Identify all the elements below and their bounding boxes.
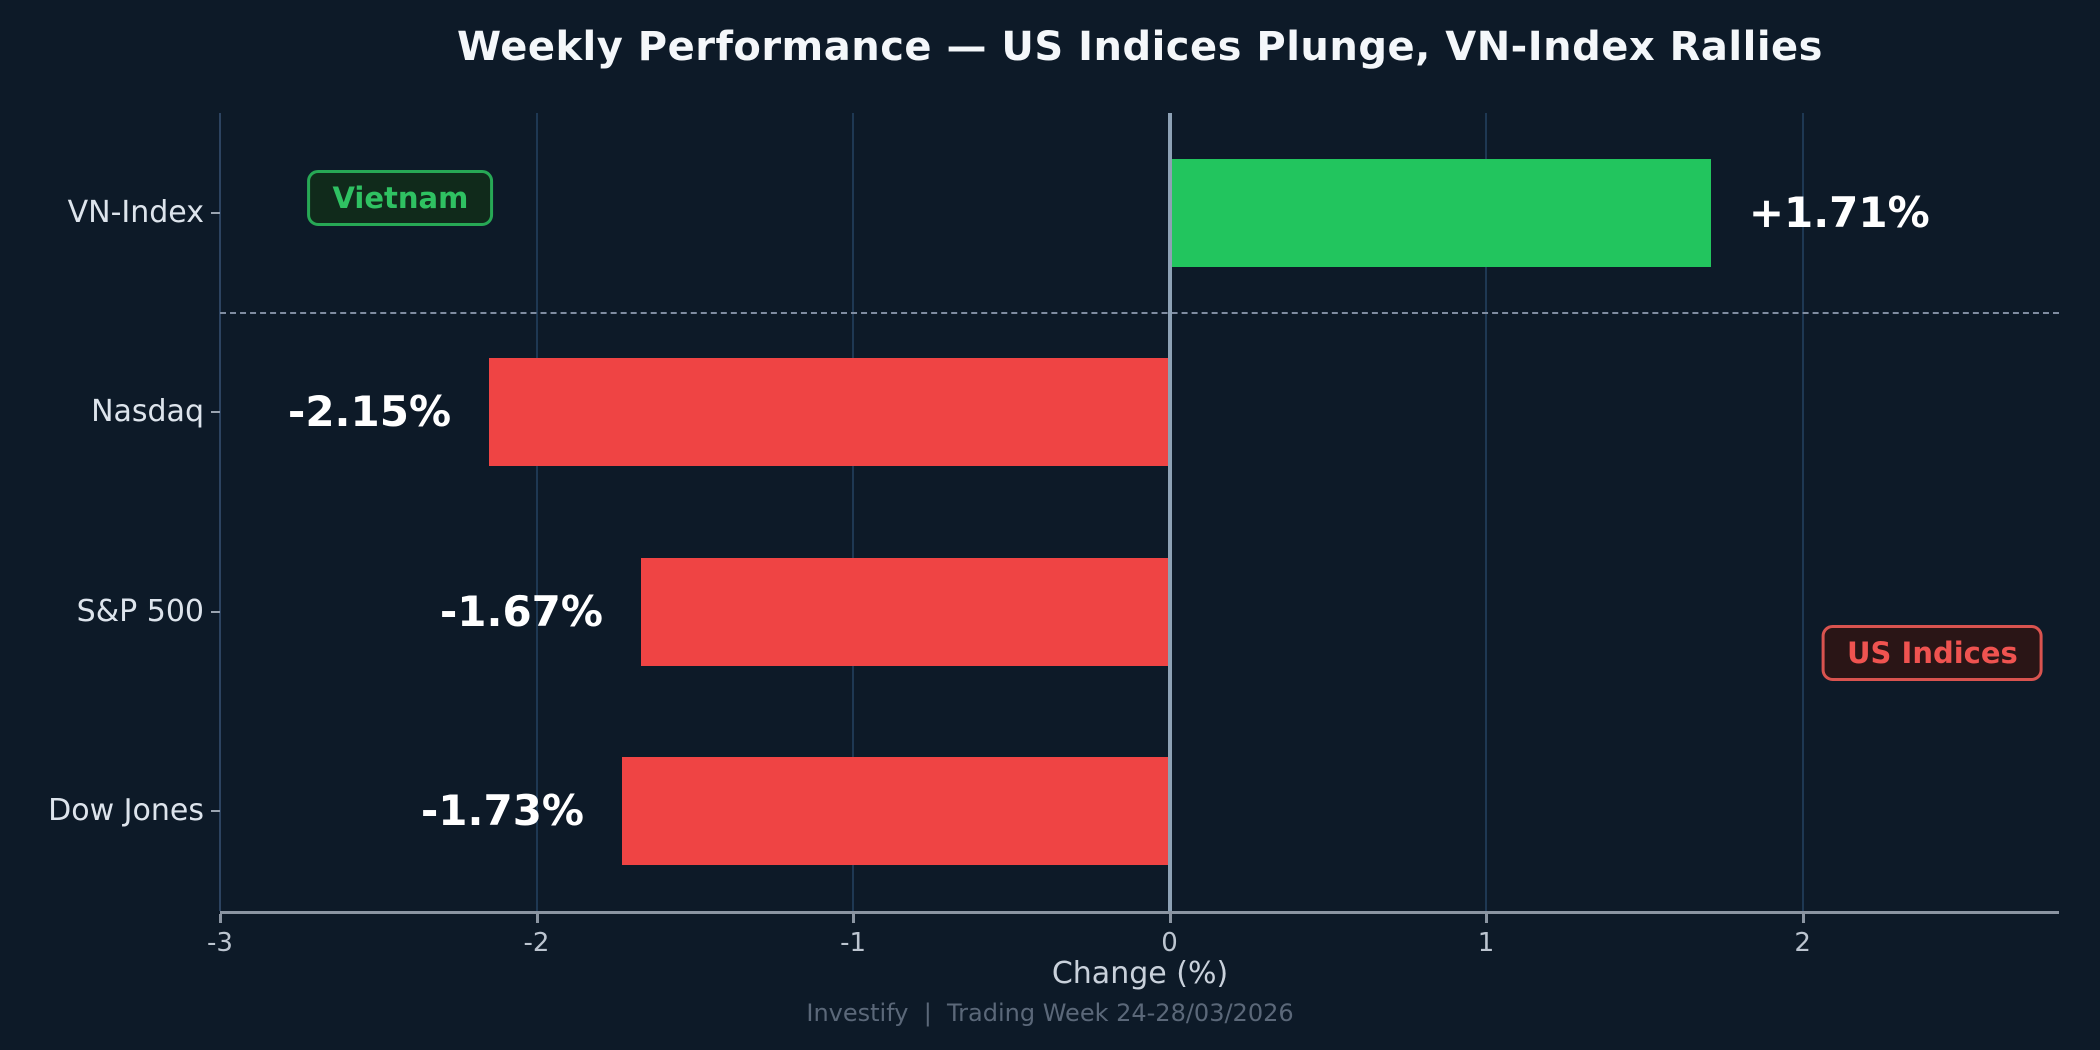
x-tick-label: 2 xyxy=(1794,928,1811,958)
zero-line xyxy=(1167,113,1172,911)
x-tick-label: 0 xyxy=(1161,928,1178,958)
y-axis-tick xyxy=(211,610,220,613)
value-label: -1.67% xyxy=(439,586,603,636)
y-axis-tick xyxy=(211,411,220,414)
category-label-vn-index: VN-Index xyxy=(67,194,204,230)
grid-line xyxy=(852,113,855,911)
x-axis-tick xyxy=(852,914,856,923)
bar-s-p-500 xyxy=(640,557,1170,666)
y-axis-tick xyxy=(211,211,220,214)
x-tick-label: -3 xyxy=(207,928,233,958)
bar-nasdaq xyxy=(489,358,1170,467)
grid-line xyxy=(535,113,538,911)
grid-line xyxy=(1485,113,1488,911)
value-label: -2.15% xyxy=(287,387,452,437)
value-label: +1.71% xyxy=(1748,187,1930,237)
grid-line xyxy=(219,113,221,911)
y-axis-tick xyxy=(211,810,220,813)
chart-title: Weekly Performance — US Indices Plunge, … xyxy=(457,24,1823,70)
badge-vietnam: Vietnam xyxy=(307,169,494,226)
x-axis-line xyxy=(220,911,2059,914)
x-axis-tick xyxy=(219,914,222,923)
x-axis-label: Change (%) xyxy=(1051,956,1229,991)
x-tick-label: -1 xyxy=(840,928,866,958)
category-label-dow-jones: Dow Jones xyxy=(48,793,204,829)
x-axis-tick xyxy=(1485,914,1489,923)
x-axis-tick xyxy=(1168,914,1172,923)
bar-vn-index xyxy=(1169,158,1711,267)
x-axis-tick xyxy=(1801,914,1805,923)
footer-caption: Investify | Trading Week 24-28/03/2026 xyxy=(806,999,1294,1027)
category-label-nasdaq: Nasdaq xyxy=(91,394,204,430)
grid-line xyxy=(1801,113,1804,911)
category-label-s-p-500: S&P 500 xyxy=(76,593,204,629)
value-label: -1.73% xyxy=(420,786,584,836)
x-tick-label: 1 xyxy=(1477,928,1495,958)
bar-dow-jones xyxy=(621,757,1170,866)
x-axis-tick xyxy=(535,914,539,923)
x-tick-label: -2 xyxy=(523,928,550,958)
separator-line xyxy=(220,311,2059,314)
badge-us-indices: US Indices xyxy=(1821,624,2043,681)
